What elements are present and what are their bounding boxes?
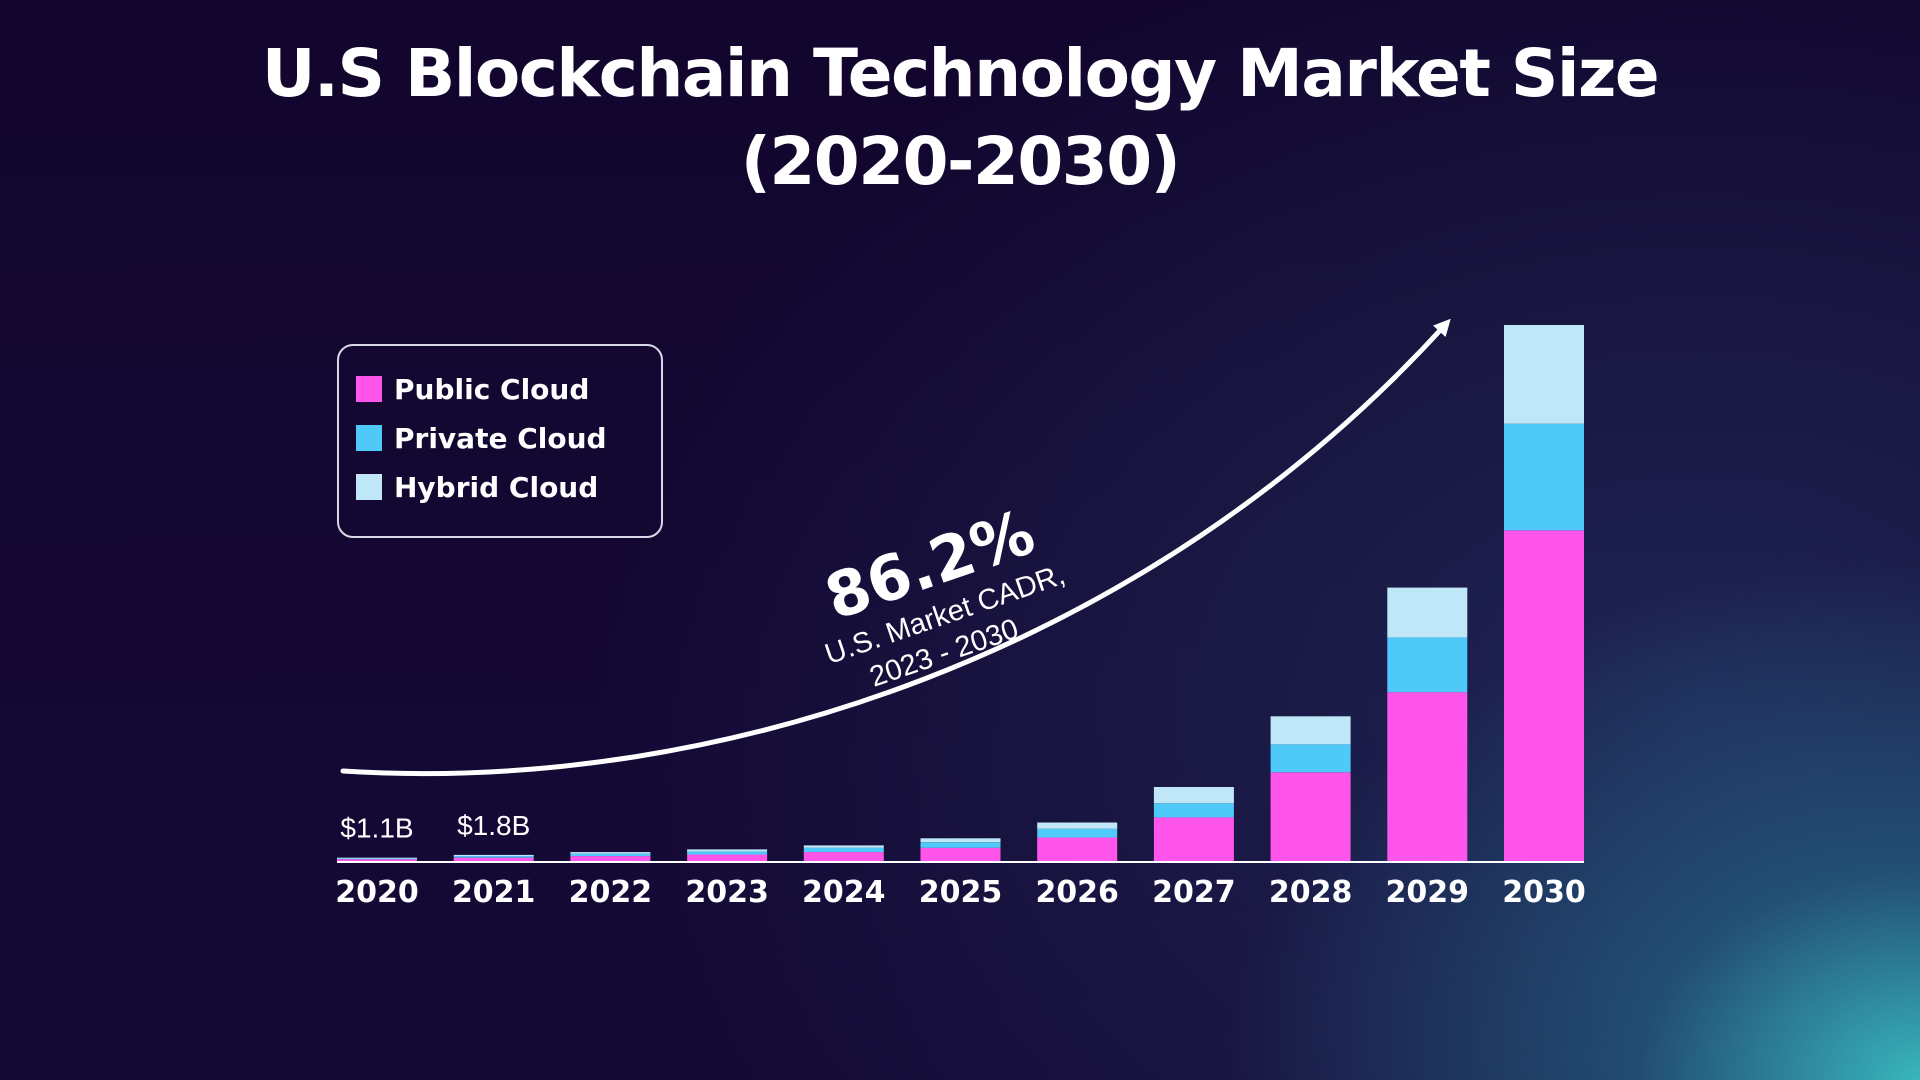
data-labels: $1.1B $1.8B bbox=[340, 810, 530, 844]
bars-group bbox=[337, 325, 1584, 862]
legend-label-hybrid-cloud: Hybrid Cloud bbox=[394, 470, 599, 504]
bar-hybrid-cloud-2027 bbox=[1153, 787, 1234, 804]
x-tick-label-2028: 2028 bbox=[1269, 875, 1353, 910]
bar-hybrid-cloud-2025 bbox=[920, 838, 1001, 843]
legend-swatch-hybrid-cloud bbox=[356, 474, 382, 500]
bar-private-cloud-2030 bbox=[1504, 423, 1584, 531]
bar-public-cloud-2023 bbox=[687, 854, 768, 862]
bar-public-cloud-2029 bbox=[1387, 692, 1468, 862]
bar-private-cloud-2022 bbox=[570, 853, 651, 857]
x-tick-label-2029: 2029 bbox=[1386, 875, 1470, 910]
x-tick-label-2024: 2024 bbox=[802, 875, 886, 910]
bar-hybrid-cloud-2030 bbox=[1504, 325, 1584, 424]
bar-public-cloud-2027 bbox=[1153, 817, 1234, 862]
x-axis-labels: 2020 2021 2022 2023 2024 2025 2026 2027 2028 2029… bbox=[335, 875, 1586, 910]
bar-public-cloud-2020 bbox=[337, 859, 417, 862]
bar-hybrid-cloud-2020 bbox=[337, 857, 417, 859]
bar-private-cloud-2024 bbox=[803, 847, 884, 853]
bar-public-cloud-2028 bbox=[1270, 772, 1351, 862]
bar-hybrid-cloud-2021 bbox=[453, 854, 534, 857]
legend-label-private-cloud: Private Cloud bbox=[394, 421, 607, 455]
legend-swatch-public-cloud bbox=[356, 376, 382, 402]
bar-public-cloud-2022 bbox=[570, 856, 651, 862]
bar-private-cloud-2020 bbox=[337, 858, 417, 860]
legend-swatch-private-cloud bbox=[356, 425, 382, 451]
data-label-2020: $1.1B bbox=[340, 813, 413, 844]
bar-public-cloud-2026 bbox=[1037, 837, 1118, 862]
bar-private-cloud-2021 bbox=[453, 856, 534, 858]
legend-item-public-cloud: Public Cloud bbox=[356, 372, 590, 406]
bar-private-cloud-2026 bbox=[1037, 828, 1118, 838]
x-tick-label-2030: 2030 bbox=[1502, 875, 1586, 910]
bar-hybrid-cloud-2029 bbox=[1387, 587, 1468, 638]
bar-hybrid-cloud-2022 bbox=[570, 852, 651, 854]
x-tick-label-2022: 2022 bbox=[569, 875, 653, 910]
bar-private-cloud-2023 bbox=[687, 851, 768, 855]
title-line-1: U.S Blockchain Technology Market Size bbox=[261, 35, 1660, 112]
chart-title: U.S Blockchain Technology Market Size (2… bbox=[0, 30, 1920, 206]
bar-private-cloud-2029 bbox=[1387, 637, 1468, 693]
bar-private-cloud-2027 bbox=[1153, 803, 1234, 818]
x-tick-label-2020: 2020 bbox=[335, 875, 419, 910]
legend: Public Cloud Private Cloud Hybrid Cloud bbox=[337, 344, 663, 538]
bar-public-cloud-2024 bbox=[803, 852, 884, 862]
x-tick-label-2025: 2025 bbox=[919, 875, 1003, 910]
bar-hybrid-cloud-2024 bbox=[803, 845, 884, 848]
x-tick-label-2026: 2026 bbox=[1035, 875, 1119, 910]
bar-private-cloud-2028 bbox=[1270, 744, 1351, 773]
x-tick-label-2021: 2021 bbox=[452, 875, 536, 910]
legend-label-public-cloud: Public Cloud bbox=[394, 372, 590, 406]
x-tick-label-2027: 2027 bbox=[1152, 875, 1236, 910]
legend-item-hybrid-cloud: Hybrid Cloud bbox=[356, 470, 599, 504]
x-tick-label-2023: 2023 bbox=[685, 875, 769, 910]
bar-public-cloud-2021 bbox=[453, 857, 534, 862]
bar-private-cloud-2025 bbox=[920, 842, 1001, 848]
title-line-2: (2020-2030) bbox=[740, 123, 1181, 200]
bar-public-cloud-2030 bbox=[1504, 530, 1584, 862]
growth-arrow bbox=[340, 318, 1451, 776]
bar-hybrid-cloud-2026 bbox=[1037, 822, 1118, 829]
data-label-2021: $1.8B bbox=[457, 810, 530, 841]
legend-item-private-cloud: Private Cloud bbox=[356, 421, 607, 455]
bar-public-cloud-2025 bbox=[920, 847, 1001, 862]
bar-hybrid-cloud-2023 bbox=[687, 849, 768, 852]
bar-hybrid-cloud-2028 bbox=[1270, 716, 1351, 745]
